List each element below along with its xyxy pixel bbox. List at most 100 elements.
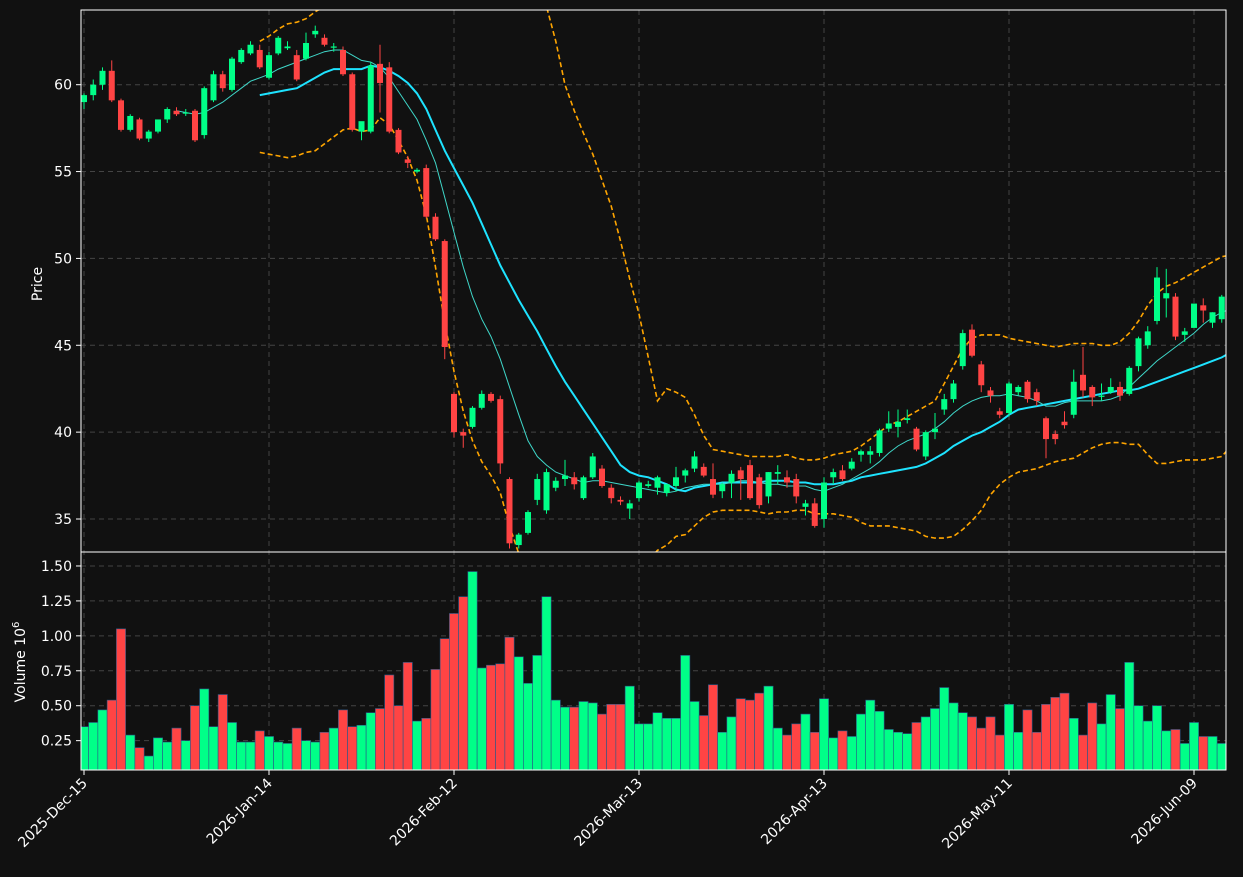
candle [636,480,642,502]
candle-body [830,472,837,478]
candle [432,213,439,242]
volume-bar [809,731,820,770]
candle [1172,293,1179,341]
candle-body [414,169,420,172]
volume-bar [782,734,792,770]
candle [589,452,596,480]
volume-bar [948,702,959,770]
volume-bar [560,706,570,770]
volume-bar [310,741,321,770]
candle [395,128,402,155]
candle [543,468,550,514]
candle-body [534,479,541,500]
candle [1135,336,1142,372]
volume-bar [967,716,977,770]
candle-body [1015,386,1022,393]
candle-body [1181,331,1188,335]
candle-body [885,423,892,429]
candle [136,117,143,141]
candle-body [774,472,781,474]
candle-body [488,393,494,401]
candle-body [506,479,513,544]
volume-bar [291,727,302,770]
candle [81,93,87,110]
volume-bar [587,702,598,770]
candle [552,477,559,492]
candle [441,239,448,360]
candle-body [155,119,161,132]
candle-body [793,479,800,497]
candle [571,472,578,490]
candle [599,465,605,488]
candle-body [469,407,476,427]
volume-bar [791,723,802,770]
candle-body [1107,386,1114,393]
volume-bar [116,628,126,770]
candle [580,475,587,500]
candle-body [645,484,652,486]
volume-bar [634,723,644,770]
volume-bar [1013,731,1024,770]
candle-body [145,131,152,139]
volume-bar [698,715,709,770]
candle [1144,326,1151,349]
volume-bar [199,688,210,770]
candle [404,155,411,169]
candle-body [636,482,642,499]
volume-bar [264,736,274,770]
candle-body [395,129,402,153]
candle [386,62,393,134]
candle [876,428,883,457]
candle [266,51,272,80]
candle [99,67,106,90]
candle-body [747,465,753,499]
volume-axis-label: Volume 106 [11,622,29,703]
candle [90,79,97,101]
candle [959,329,966,370]
volume-bar [1207,736,1218,770]
candle [1061,411,1068,429]
volume-bar [458,596,469,770]
volume-bar [994,734,1005,770]
volume-bar [393,705,404,770]
volume-bar [911,722,922,770]
price-tick-label: 45 [54,338,72,354]
candle [1107,378,1114,394]
volume-bar [143,755,154,770]
volume-bars [81,571,1226,770]
volume-bar [606,704,617,770]
volume-bar [985,716,996,770]
volume-bar [1087,702,1098,770]
volume-bar [301,740,311,770]
candle-body [626,503,633,509]
candle-body [737,470,744,480]
candle-body [266,55,272,78]
volume-bar [865,699,876,770]
volume-axis-label-text: Volume 10 [13,628,29,702]
volume-bar [1216,743,1226,770]
volume-bar [476,667,487,770]
volume-bar [717,731,728,770]
candle [1209,312,1216,328]
volume-bar [384,674,395,770]
candle-body [303,43,309,59]
candle [1033,388,1040,407]
candle-body [987,390,994,396]
volume-bar [217,694,228,770]
candle-body [1098,395,1105,397]
candle [562,459,568,486]
volume-bar [88,722,99,770]
candle [108,60,115,103]
candle [497,395,504,474]
volume-bar [1142,720,1153,770]
volume-bar [245,741,256,770]
candle [192,109,198,143]
candle-body [589,456,596,478]
volume-bar [282,743,293,770]
candle [784,470,790,488]
candle [506,477,513,549]
volume-bar [467,571,478,770]
candle-body [654,477,661,488]
candle [303,32,309,61]
